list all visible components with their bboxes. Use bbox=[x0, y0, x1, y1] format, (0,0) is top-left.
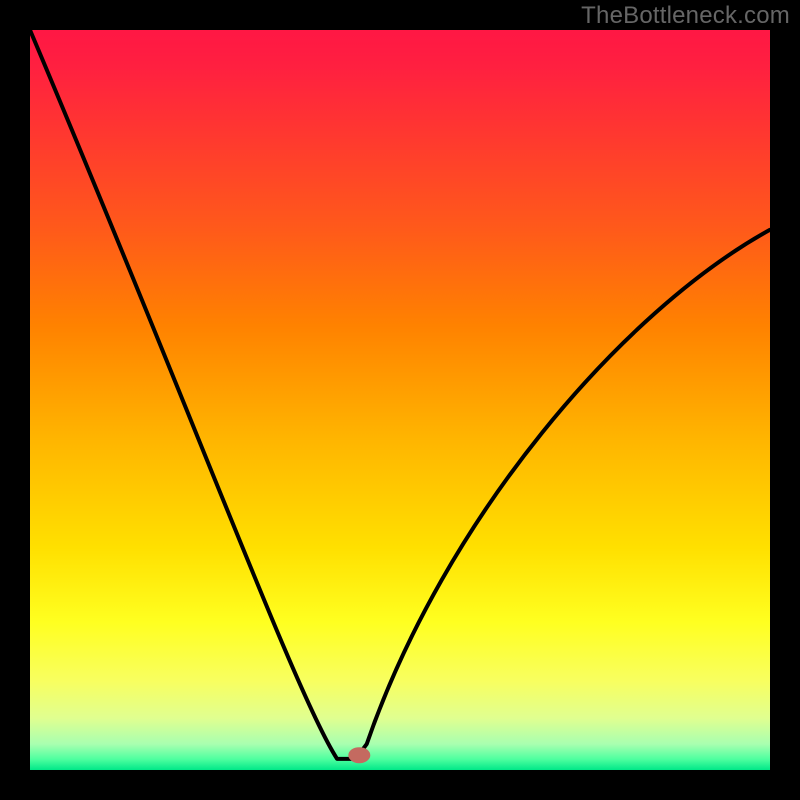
chart-svg bbox=[30, 30, 770, 770]
chart-frame: TheBottleneck.com bbox=[0, 0, 800, 800]
optimal-point-marker bbox=[348, 747, 370, 763]
watermark-text: TheBottleneck.com bbox=[581, 2, 790, 30]
plot-area bbox=[30, 30, 770, 770]
